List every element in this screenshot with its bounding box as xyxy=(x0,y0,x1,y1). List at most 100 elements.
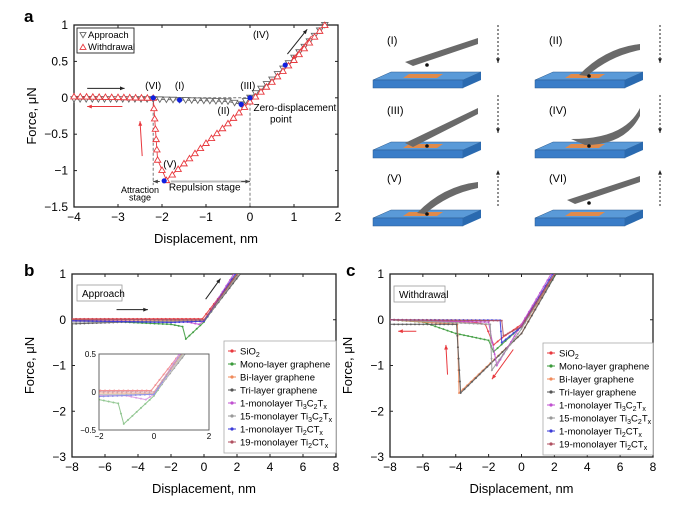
legend-text: Tri-layer graphene xyxy=(559,388,636,399)
inset-series-marker xyxy=(66,394,68,396)
withdrawal-marker xyxy=(295,50,304,58)
subscript: x xyxy=(329,417,333,424)
approach-marker xyxy=(205,97,214,105)
series-marker xyxy=(493,353,496,356)
approach-marker xyxy=(211,98,220,105)
inset-series-marker xyxy=(62,389,64,391)
subscript: 2 xyxy=(633,406,637,413)
series-marker xyxy=(513,338,516,341)
inset-series-marker xyxy=(2,394,4,396)
inset-series-marker xyxy=(209,320,211,322)
series-marker xyxy=(397,318,400,321)
x-axis-label: Displacement, nm xyxy=(152,481,256,496)
repulsion-stage-label: Repulsion stage xyxy=(169,182,241,193)
inset-series-marker xyxy=(61,394,63,396)
inset-series-marker xyxy=(166,368,169,371)
legend-text: C xyxy=(312,412,319,423)
withdrawal-marker xyxy=(107,93,116,100)
substrate-side xyxy=(625,210,643,226)
series-marker xyxy=(165,318,168,321)
inset-series-marker xyxy=(200,327,202,329)
withdrawal-marker xyxy=(196,144,205,152)
legend-withdrawal-marker xyxy=(79,43,87,50)
cantilever xyxy=(567,176,640,204)
inset-series-marker xyxy=(66,394,68,396)
series-marker xyxy=(498,358,501,361)
inset-series-marker xyxy=(75,392,77,394)
substrate-front xyxy=(372,149,464,159)
legend-text: SiO xyxy=(240,347,256,358)
condition-label: Withdrawal xyxy=(399,290,448,301)
series-marker xyxy=(95,320,98,323)
series-marker xyxy=(75,318,78,321)
series-marker xyxy=(214,303,216,306)
inset-series-marker xyxy=(135,410,138,413)
inset-series-marker xyxy=(66,394,68,396)
inset-series-marker xyxy=(2,395,4,397)
inset-series-marker xyxy=(135,396,138,399)
series-marker xyxy=(546,279,549,282)
inset-series-marker xyxy=(20,395,22,397)
legend-text: 1-monolayer Ti xyxy=(240,399,303,410)
zero-displacement-label: point xyxy=(270,115,292,126)
series-marker xyxy=(409,323,412,326)
x-tick-label: −8 xyxy=(65,460,79,474)
inset-series-marker xyxy=(80,392,82,394)
cantilever xyxy=(417,182,478,214)
inset-series-marker xyxy=(169,367,172,370)
series-marker xyxy=(523,326,526,329)
inset-series-marker xyxy=(75,395,77,397)
legend-text: Bi-layer graphene xyxy=(240,373,315,384)
series-marker xyxy=(83,322,86,325)
subscript: 2 xyxy=(622,432,626,439)
inset-series-marker xyxy=(52,391,54,393)
series-marker xyxy=(486,365,489,368)
inset-series-marker xyxy=(154,384,157,387)
series-marker xyxy=(434,325,437,328)
series-marker xyxy=(405,323,408,326)
cantilever xyxy=(571,108,640,145)
series-marker xyxy=(137,318,139,321)
series-marker xyxy=(456,346,459,349)
series-group xyxy=(72,274,242,340)
y-tick-label: −1 xyxy=(52,359,66,373)
series-marker xyxy=(492,319,495,322)
series-marker xyxy=(447,321,450,324)
series-marker xyxy=(478,373,481,376)
inset-series-marker xyxy=(99,389,102,392)
inset-series-marker xyxy=(139,397,142,400)
series-marker xyxy=(538,296,541,299)
x-tick-label: −4 xyxy=(67,210,81,224)
inset-series-marker xyxy=(57,394,59,396)
series-marker xyxy=(170,323,172,326)
series-line xyxy=(390,274,555,337)
legend-label: Mono-layer graphene xyxy=(559,362,649,373)
series-marker xyxy=(496,347,499,350)
series-marker xyxy=(553,274,556,275)
inset-series-marker xyxy=(205,325,207,327)
series-marker xyxy=(401,318,404,321)
withdrawal-marker xyxy=(279,67,287,74)
series-marker xyxy=(237,274,240,275)
series-marker xyxy=(487,321,490,324)
withdrawal-marker xyxy=(151,124,160,132)
approach-marker xyxy=(193,97,202,105)
withdrawal-marker xyxy=(273,72,282,80)
motion-down-arrow-head xyxy=(496,58,500,63)
panel-label-a: a xyxy=(24,7,34,26)
inset-series-marker xyxy=(16,395,18,397)
series-marker xyxy=(434,323,437,326)
series-marker xyxy=(496,319,499,322)
substrate-side xyxy=(463,142,481,158)
series-marker xyxy=(460,321,463,324)
legend-text: C xyxy=(307,399,314,410)
inset-series-marker xyxy=(122,422,125,425)
inset-series-marker xyxy=(130,394,133,397)
stage-label: (VI) xyxy=(145,81,161,92)
series-marker xyxy=(502,334,505,337)
inset-series-marker xyxy=(117,402,120,405)
legend-marker xyxy=(230,440,234,444)
series-marker xyxy=(112,320,115,323)
inset-series-marker xyxy=(117,389,120,392)
inset-series-marker xyxy=(57,397,59,399)
